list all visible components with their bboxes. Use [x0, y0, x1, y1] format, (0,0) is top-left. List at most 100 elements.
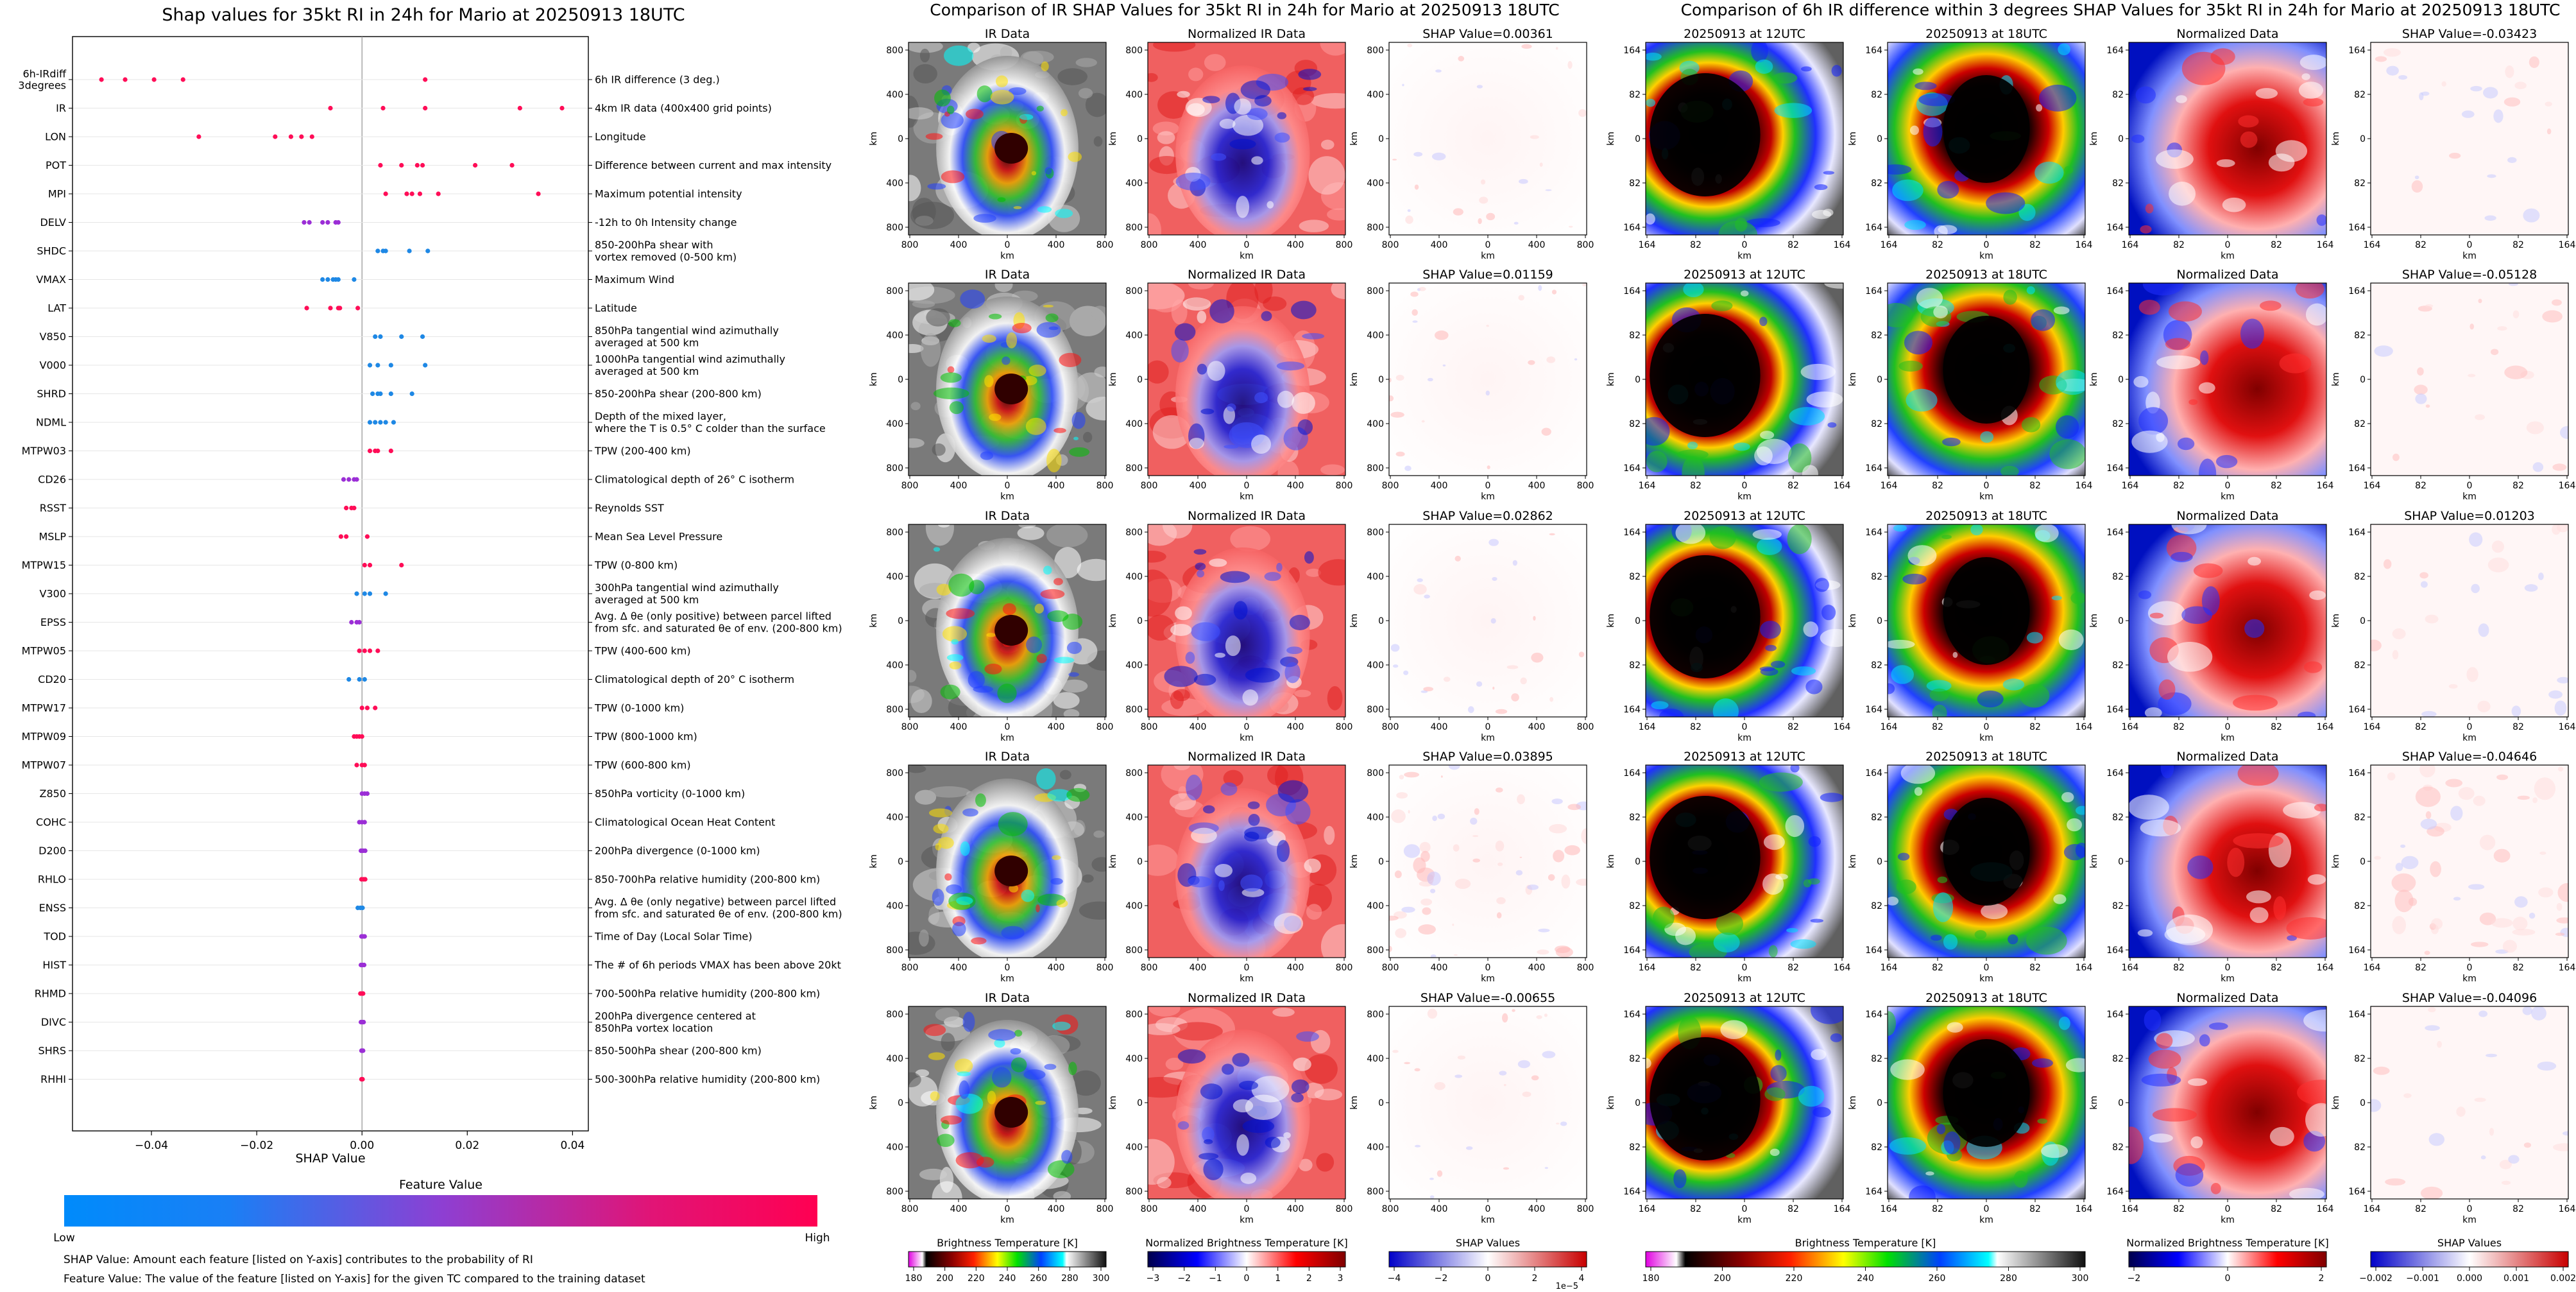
- diff-texture: [1925, 1171, 1934, 1176]
- panel-x-tick-label: 82: [2029, 722, 2041, 732]
- panel-y-tick-label: 0: [898, 375, 903, 385]
- panel-y-tick-label: 400: [1125, 572, 1143, 582]
- ir-convection: [1045, 167, 1052, 175]
- feature-code-label: MTPW05: [22, 645, 66, 657]
- ir-convection: [1066, 641, 1082, 655]
- feature-description-label: 850-700hPa relative humidity (200-800 km…: [595, 874, 820, 886]
- ir-texture: [1082, 431, 1093, 443]
- ir-texture: [908, 107, 934, 120]
- ir-convection: [948, 573, 975, 597]
- ir-convection: [996, 75, 1009, 87]
- diff-texture: [2075, 805, 2085, 815]
- diff-texture: [2160, 765, 2174, 779]
- shap-point: [363, 848, 368, 854]
- panel-y-tick-label: 800: [1125, 705, 1143, 715]
- nir-texture: [1320, 924, 1345, 958]
- panel-y-tick-label: 0: [1137, 134, 1143, 144]
- ir-convection: [1026, 636, 1043, 653]
- panel-x-tick-label: 164: [1639, 963, 1656, 973]
- x-tick-label: −0.02: [240, 1139, 273, 1152]
- panel-y-tick-label: 0: [1378, 375, 1384, 385]
- diff-texture: [2037, 1118, 2048, 1124]
- shap-point: [559, 105, 565, 111]
- diff-shap-texture: [2486, 1053, 2498, 1058]
- shap-point: [364, 705, 370, 711]
- shap-texture: [1432, 815, 1437, 822]
- panel-y-tick-label: 82: [2354, 419, 2366, 429]
- panel-y-tick-label: 164: [1623, 705, 1641, 715]
- panel-y-tick-label: 164: [1623, 223, 1641, 233]
- diff-storm-core: [1650, 73, 1761, 196]
- shap-texture: [1389, 915, 1399, 921]
- ir-convection: [971, 937, 987, 945]
- nir-convection: [1177, 90, 1190, 98]
- diff-texture: [2031, 309, 2056, 331]
- diff-texture: [2216, 159, 2235, 168]
- shap-point: [378, 420, 383, 425]
- panel-x-tick-label: 400: [1287, 722, 1304, 732]
- diff-texture: [2201, 586, 2220, 616]
- feature-code-label: VMAX: [36, 273, 66, 286]
- ir-convection: [1013, 206, 1022, 209]
- ir-convection: [1068, 151, 1082, 162]
- ir-convection: [955, 1094, 984, 1114]
- panel-y-tick-label: 0: [1635, 616, 1641, 626]
- diff-shap-texture: [2417, 367, 2424, 376]
- panel-y-tick-label: 164: [2106, 1010, 2124, 1020]
- shap-point: [425, 248, 431, 254]
- panel-x-axis-label: km: [1240, 733, 1254, 743]
- panel-y-tick-label: 0: [2360, 134, 2366, 144]
- panel-y-tick-label: 164: [2348, 1010, 2366, 1020]
- diff-texture: [2269, 1126, 2294, 1146]
- shap-point: [373, 420, 378, 425]
- shap-point: [399, 334, 404, 340]
- diff-texture: [1932, 704, 1947, 717]
- diff-texture: [2215, 454, 2238, 469]
- normalized-ir-title: Normalized IR Data: [1188, 268, 1306, 282]
- nir-convection: [1171, 339, 1189, 363]
- panel-x-tick-label: 0: [1742, 481, 1748, 491]
- shap-texture: [1527, 884, 1539, 890]
- nir-texture: [1148, 550, 1166, 563]
- panel-x-tick-label: 164: [2076, 240, 2093, 250]
- diff-texture: [1775, 874, 1788, 880]
- panel-y-tick-label: 800: [886, 1187, 903, 1197]
- panel-y-tick-label: 0: [2360, 616, 2366, 626]
- shap-texture: [1396, 792, 1408, 799]
- panel-y-tick-label: 164: [1623, 1187, 1641, 1197]
- feature-description-label: TPW (800-1000 km): [594, 730, 697, 743]
- panel-y-axis-label: km: [2089, 854, 2099, 868]
- diff-texture: [2289, 1187, 2324, 1199]
- nir-texture: [1306, 568, 1322, 577]
- diff-texture: [1827, 422, 1837, 428]
- ir-normalized-colorbar-tick-label: 0: [1244, 1273, 1250, 1284]
- panel-y-tick-label: 82: [1629, 901, 1641, 911]
- diff-texture: [2200, 350, 2209, 365]
- panel-x-tick-label: 800: [1141, 481, 1158, 491]
- panel-y-tick-label: 164: [1865, 463, 1882, 474]
- panel-y-tick-label: 0: [2118, 134, 2124, 144]
- panel-y-tick-label: 400: [1125, 1054, 1143, 1064]
- diff-texture: [2058, 1016, 2070, 1030]
- diff-texture: [2244, 619, 2265, 638]
- shap-texture: [1544, 1167, 1548, 1169]
- ir-convection: [973, 685, 993, 693]
- panel-y-axis-label: km: [1606, 372, 1616, 386]
- diff-shap-texture: [2431, 918, 2443, 930]
- nir-texture: [1310, 92, 1345, 109]
- shap-texture: [1414, 1144, 1421, 1148]
- nir-convection: [1200, 1083, 1223, 1099]
- nir-texture: [1316, 1153, 1335, 1172]
- panel-x-tick-label: 0: [1244, 1204, 1250, 1214]
- shap-point: [367, 420, 373, 425]
- nir-convection: [1174, 323, 1196, 341]
- diff-texture: [1888, 164, 1912, 175]
- feature-code-label: DIVC: [41, 1016, 66, 1028]
- diff-texture: [1687, 442, 1698, 449]
- panel-y-tick-label: 82: [2354, 331, 2366, 341]
- diff-shap-texture: [2374, 345, 2393, 357]
- shap-point: [378, 162, 383, 168]
- shap-texture: [1413, 857, 1426, 874]
- nir-convection: [1170, 624, 1192, 636]
